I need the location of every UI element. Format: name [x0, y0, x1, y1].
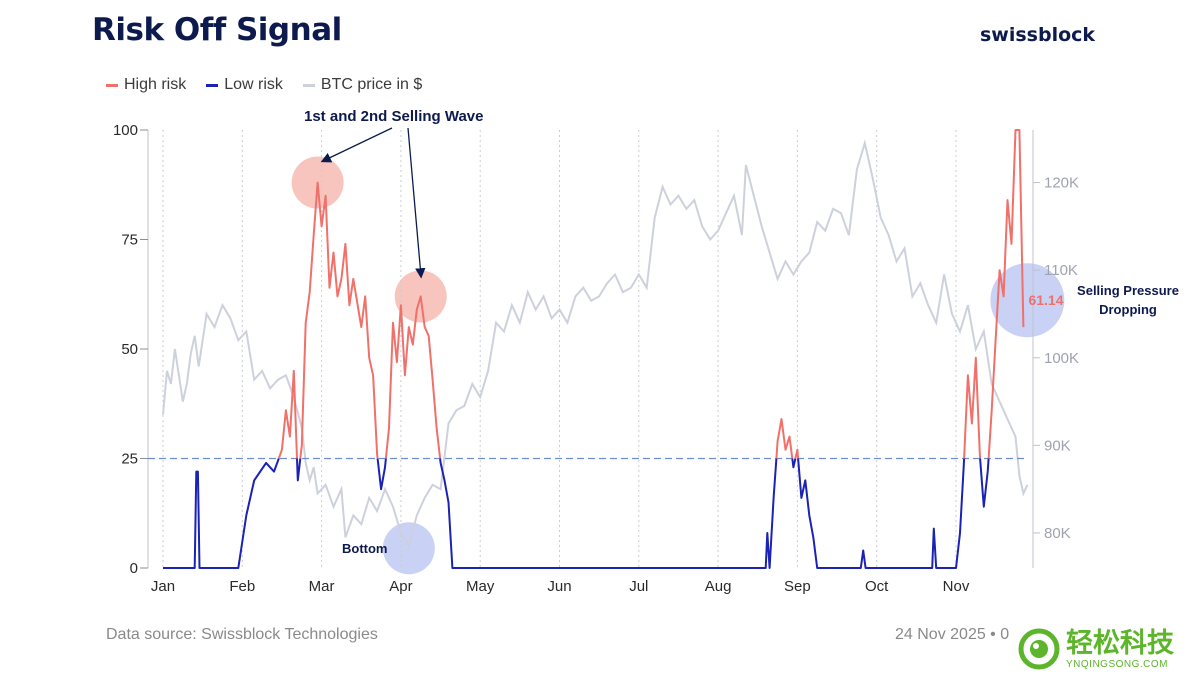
highlight-markers	[291, 156, 1065, 575]
low-risk-segment-2	[296, 458, 302, 482]
x-tick-feb: Feb	[229, 578, 255, 595]
legend-swatch-high-risk	[106, 83, 118, 87]
low-risk-segment-0	[163, 458, 280, 569]
high-risk-segment-1	[277, 369, 298, 459]
month-gridlines	[162, 130, 957, 568]
marker-circle-3	[990, 263, 1065, 338]
low-risk-segment-10	[797, 458, 966, 569]
high-risk-segment-7	[775, 418, 794, 459]
x-tick-jul: Jul	[629, 578, 648, 595]
right-tick-100K: 100K	[1044, 350, 1079, 367]
x-tick-jan: Jan	[151, 578, 175, 595]
watermark: 轻松科技 YNQINGSONG.COM	[1018, 628, 1174, 670]
axis-ticks: Jan Feb Mar Apr May Jun Jul Aug Sep Oct Nov 0 25 50 75…	[113, 122, 1079, 595]
x-tick-oct: Oct	[865, 578, 889, 595]
high-risk-segment-5	[384, 295, 442, 459]
left-tick-75: 75	[121, 232, 138, 249]
arrow-first-wave	[320, 127, 393, 163]
x-tick-apr: Apr	[389, 578, 412, 595]
legend-label-btc-price: BTC price in $	[320, 76, 423, 93]
legend-label-low-risk: Low risk	[224, 76, 283, 93]
left-tick-100: 100	[113, 122, 138, 139]
current-value-label: 61.14	[1028, 292, 1063, 308]
low-risk-segment-12	[979, 458, 990, 508]
marker-circle-2	[382, 522, 435, 575]
btc-price-line	[162, 139, 1029, 549]
x-tick-mar: Mar	[309, 578, 335, 595]
watermark-en-text: YNQINGSONG.COM	[1066, 658, 1169, 670]
low-risk-segment-4	[376, 458, 387, 491]
arrow-second-wave	[407, 127, 426, 279]
risk-signal-lines	[163, 129, 1025, 569]
annotations: 1st and 2nd Selling Wave Bottom Selling …	[304, 108, 1179, 556]
brand-logo: swissblock	[980, 24, 1096, 46]
watermark-cn-text: 轻松科技	[1066, 627, 1174, 659]
left-tick-50: 50	[121, 341, 138, 358]
legend-swatch-low-risk	[206, 83, 219, 87]
axes	[147, 130, 1034, 568]
legend-item-low-risk: Low risk	[206, 76, 283, 94]
right-tick-120K: 120K	[1044, 175, 1079, 192]
low-risk-segment-6	[439, 458, 778, 569]
x-tick-nov: Nov	[943, 578, 970, 595]
high-risk-segment-9	[794, 448, 800, 459]
right-tick-90K: 90K	[1044, 437, 1071, 454]
x-tick-sep: Sep	[784, 578, 811, 595]
legend-label-high-risk: High risk	[124, 76, 187, 93]
legend-item-btc-price: BTC price in $	[302, 76, 423, 94]
chart-title: Risk Off Signal	[92, 12, 342, 48]
high-risk-segment-3	[299, 181, 379, 459]
low-risk-segment-8	[791, 458, 797, 469]
pressure-annotation-line2: Dropping	[1099, 302, 1157, 317]
left-tick-0: 0	[130, 560, 138, 577]
x-tick-jun: Jun	[547, 578, 571, 595]
x-tick-may: May	[466, 578, 495, 595]
left-tick-25: 25	[121, 451, 138, 468]
legend: High risk Low risk BTC price in $	[106, 76, 422, 94]
data-source-text: Data source: Swissblock Technologies	[106, 626, 378, 643]
x-tick-aug: Aug	[705, 578, 732, 595]
right-tick-80K: 80K	[1044, 525, 1071, 542]
watermark-logo-icon	[1018, 628, 1060, 670]
pressure-annotation-line1: Selling Pressure	[1077, 283, 1179, 298]
selling-wave-annotation: 1st and 2nd Selling Wave	[304, 108, 484, 125]
legend-swatch-btc-price	[302, 83, 315, 87]
high-risk-segment-11	[963, 356, 982, 459]
right-tick-110K: 110K	[1044, 262, 1078, 279]
high-risk-segment-13	[987, 129, 1025, 459]
legend-item-high-risk: High risk	[106, 76, 186, 94]
date-text: 24 Nov 2025 • 0	[895, 626, 1010, 643]
bottom-annotation: Bottom	[342, 541, 388, 556]
